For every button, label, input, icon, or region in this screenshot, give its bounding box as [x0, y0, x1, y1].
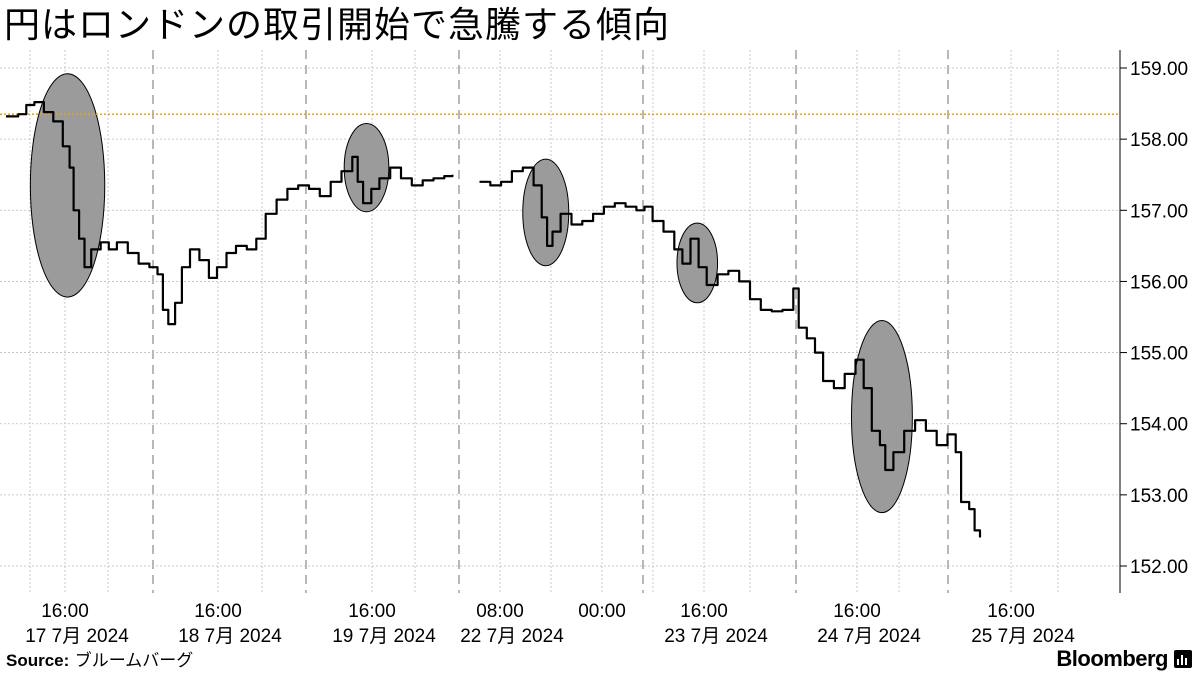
y-tick-label: 154.00: [1130, 415, 1188, 436]
source-text: ブルームバーグ: [74, 651, 194, 671]
x-tick-time: 08:00: [476, 601, 524, 622]
x-tick-date: 24 7月 2024: [817, 626, 921, 647]
y-tick-label: 155.00: [1130, 344, 1188, 365]
x-tick-time: 16:00: [987, 601, 1035, 622]
highlight-ellipse-4: [850, 320, 913, 514]
x-tick-date: 19 7月 2024: [332, 626, 436, 647]
source-label: Source:: [6, 651, 70, 670]
x-tick-date: 25 7月 2024: [971, 626, 1075, 647]
x-axis-ticks: 16:00 17 7月 2024 16:00 18 7月 2024 16:00 19 7月…: [25, 601, 1075, 647]
bloomberg-logo: Bloomberg: [1056, 646, 1168, 671]
x-tick-time: 16:00: [833, 601, 881, 622]
x-tick-date: 22 7月 2024: [460, 626, 564, 647]
x-tick-date: 18 7月 2024: [178, 626, 282, 647]
x-tick-time: 16:00: [41, 601, 89, 622]
highlight-ellipse-2: [522, 158, 570, 267]
y-tick-label: 152.00: [1130, 557, 1188, 578]
x-tick-time: 16:00: [194, 601, 242, 622]
x-tick-time: 16:00: [348, 601, 396, 622]
x-tick-date: 23 7月 2024: [664, 626, 768, 647]
x-tick-time: 00:00: [578, 601, 626, 622]
y-tick-label: 153.00: [1130, 486, 1188, 507]
bloomberg-mark-icon: [1174, 650, 1192, 668]
series-line: [6, 101, 982, 538]
x-tick-date: 17 7月 2024: [25, 626, 129, 647]
y-tick-label: 156.00: [1130, 272, 1188, 293]
y-tick-label: 157.00: [1130, 201, 1188, 222]
highlight-ellipse-1: [343, 122, 390, 213]
y-tick-label: 158.00: [1130, 130, 1188, 151]
chart-title: 円はロンドンの取引開始で急騰する傾向: [4, 5, 671, 46]
y-axis-ticks: 159.00 158.00 157.00 156.00 155.00 154.00 153.…: [1120, 59, 1188, 578]
x-tick-time: 16:00: [680, 601, 728, 622]
y-tick-label: 159.00: [1130, 59, 1188, 80]
vertical-gridlines: [29, 50, 1059, 593]
source-note: Source: ブルームバーグ: [6, 650, 193, 672]
highlight-ellipse-0: [29, 73, 106, 298]
